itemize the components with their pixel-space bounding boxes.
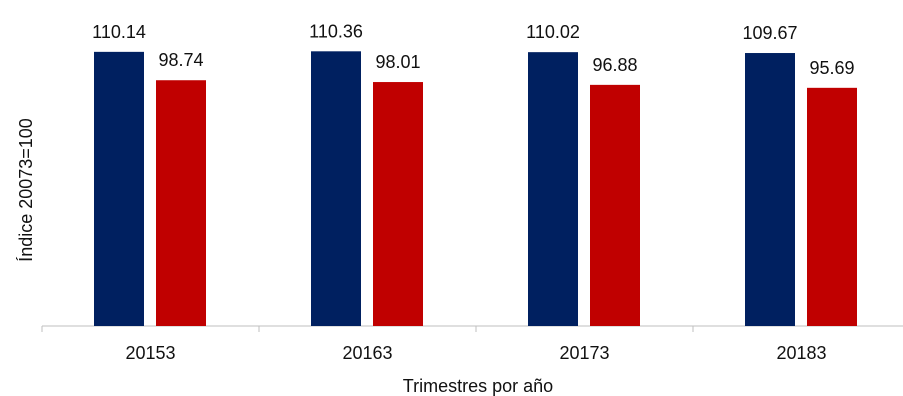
data-label-series1-20163: 110.36 xyxy=(309,21,363,41)
x-tick-label-20153: 20153 xyxy=(125,343,175,363)
bar-series2-20153 xyxy=(156,80,206,327)
bar-series2-20163 xyxy=(373,82,423,326)
x-tick-label-20173: 20173 xyxy=(559,343,609,363)
data-labels-layer: 110.14 98.74 110.36 98.01 110.02 96.88 109.67 9… xyxy=(92,21,854,78)
bar-series2-20173 xyxy=(590,84,640,326)
bar-series1-20153 xyxy=(94,51,144,326)
bars-layer xyxy=(94,51,857,327)
bar-series1-20173 xyxy=(528,52,578,326)
data-label-series1-20153: 110.14 xyxy=(92,22,146,42)
data-label-series2-20183: 95.69 xyxy=(809,58,854,78)
x-axis-title: Trimestres por año xyxy=(403,376,553,396)
bar-series2-20183 xyxy=(807,87,857,327)
data-label-series1-20173: 110.02 xyxy=(526,22,580,42)
data-label-series2-20153: 98.74 xyxy=(158,50,203,70)
x-tick-labels-layer: 20153 20163 20173 20183 xyxy=(125,343,826,363)
data-label-series2-20163: 98.01 xyxy=(375,52,420,72)
x-tick-label-20163: 20163 xyxy=(342,343,392,363)
bar-series1-20163 xyxy=(311,51,361,327)
bar-series1-20183 xyxy=(745,53,795,327)
axis-layer xyxy=(41,325,903,332)
x-tick-label-20183: 20183 xyxy=(776,343,826,363)
data-label-series2-20173: 96.88 xyxy=(592,55,637,75)
y-axis-title: Índice 20073=100 xyxy=(16,118,36,262)
data-label-series1-20183: 109.67 xyxy=(742,23,797,43)
